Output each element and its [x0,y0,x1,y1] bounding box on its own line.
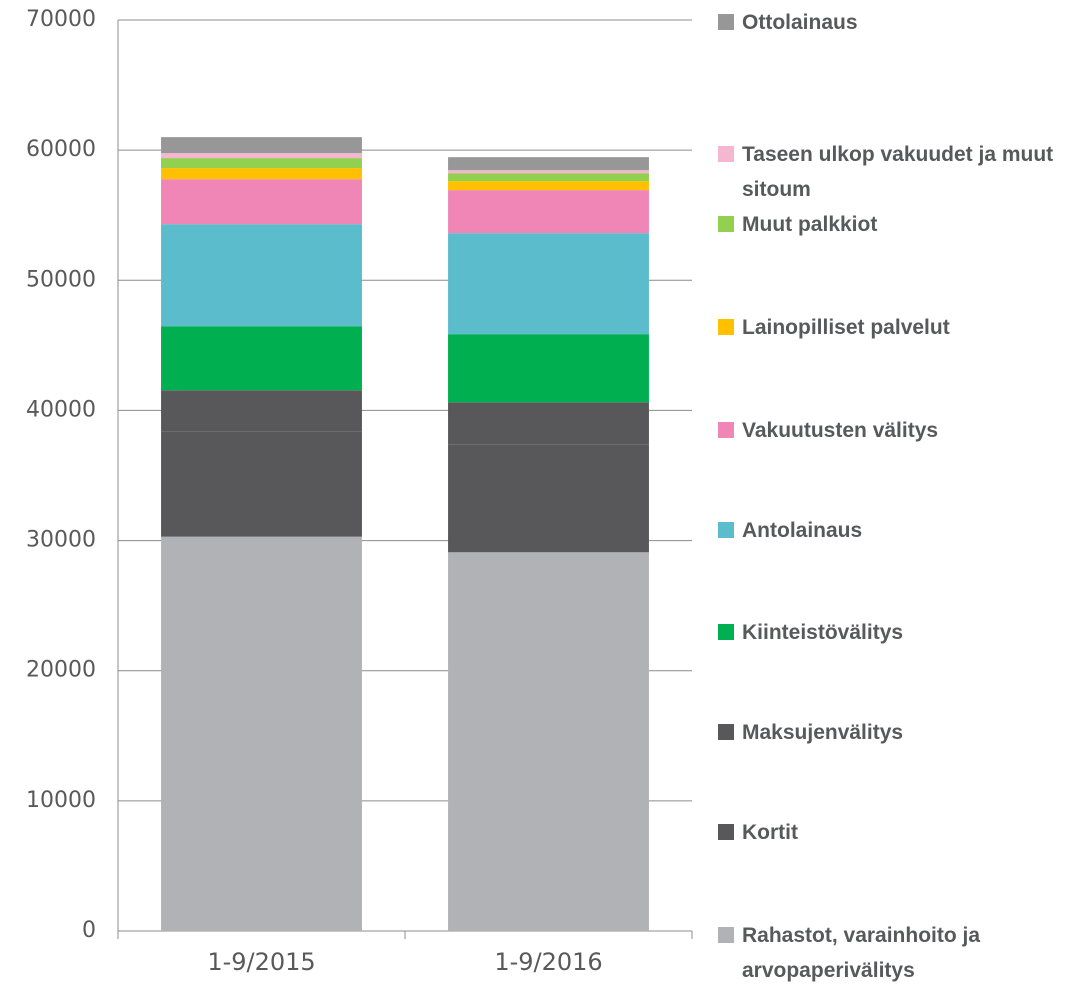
x-tick-label: 1-9/2015 [207,948,315,976]
bar-segment [448,181,649,191]
legend-label: Kiinteistövälitys [742,621,904,644]
bar-segment [161,224,362,327]
legend-label: Lainopilliset palvelut [742,316,950,339]
legend-label: Taseen ulkop vakuudet ja muut sitoum [742,143,1054,201]
bar-segment [448,233,649,335]
bar-segment [448,402,649,445]
y-tick-label: 50000 [26,267,96,292]
bar-segment [161,536,362,931]
legend-swatch [718,522,734,538]
y-tick-label: 20000 [26,658,96,683]
legend-swatch [718,216,734,232]
y-tick-label: 10000 [26,788,96,813]
y-tick-label: 40000 [26,397,96,422]
bar-segment [161,137,362,154]
bar-segment [161,158,362,169]
legend-label: Rahastot, varainhoito ja arvopaperivälit… [742,924,981,982]
bar-segment [448,334,649,403]
legend-swatch [718,927,734,943]
bar-segment [448,444,649,553]
legend-label: Ottolainaus [742,11,858,34]
legend-label: Vakuutusten välitys [742,419,939,442]
bar-segment [448,552,649,931]
bar-segment [161,168,362,180]
legend-swatch [718,824,734,840]
bar-segment [448,157,649,171]
legend-swatch [718,624,734,640]
y-tick-label: 60000 [26,137,96,162]
legend-label: Maksujenvälitys [742,721,904,744]
legend-swatch [718,724,734,740]
bar-segment [161,431,362,537]
y-tick-label: 70000 [26,7,96,32]
bar-segment [448,190,649,234]
bar-segment [161,326,362,391]
bar-segment [161,390,362,432]
legend-label: Antolainaus [742,519,863,542]
bar-segment [161,179,362,225]
legend-swatch [718,319,734,335]
x-tick-label: 1-9/2016 [494,948,602,976]
y-tick-label: 0 [82,918,96,943]
legend-label: Kortit [742,821,798,844]
legend-label: Muut palkkiot [742,213,878,236]
legend-swatch [718,146,734,162]
legend-swatch [718,14,734,30]
bar-segment [448,170,649,174]
bar-segment [161,153,362,159]
bar-segment [448,173,649,182]
y-tick-label: 30000 [26,528,96,553]
legend-swatch [718,422,734,438]
